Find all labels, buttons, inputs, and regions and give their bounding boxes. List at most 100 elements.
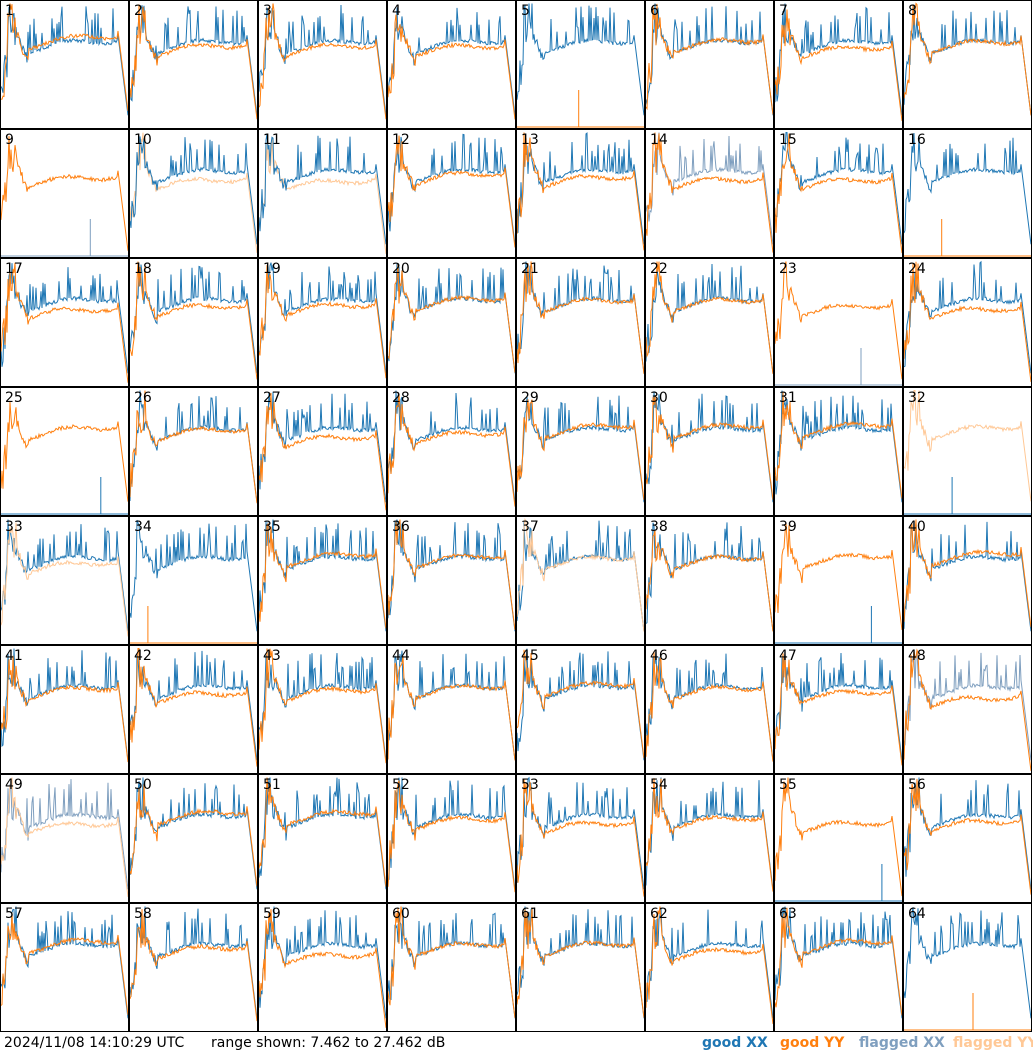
xx-trace — [904, 521, 1031, 632]
xx-trace — [646, 522, 773, 632]
xx-trace — [517, 906, 644, 1019]
xx-trace — [130, 136, 257, 245]
spectrum-panel: 38 — [645, 516, 774, 645]
yy-trace — [130, 4, 257, 120]
spectrum-plot — [1, 3, 128, 116]
panel-number-label: 13 — [521, 132, 539, 148]
spectrum-panel: 64 — [903, 903, 1032, 1032]
panel-number-label: 26 — [134, 390, 152, 406]
xx-trace — [904, 260, 1031, 374]
panel-number-label: 28 — [392, 390, 410, 406]
spectrum-plot — [388, 390, 515, 507]
panel-number-label: 53 — [521, 777, 539, 793]
panel-number-label: 8 — [908, 3, 917, 19]
spectrum-plot — [130, 390, 257, 504]
spectrum-panel: 43 — [258, 645, 387, 774]
panel-number-label: 46 — [650, 648, 668, 664]
yy-trace — [904, 648, 1031, 771]
yy-trace — [388, 780, 515, 893]
panel-number-label: 33 — [5, 519, 23, 535]
yy-trace — [904, 390, 1031, 502]
xx-trace — [775, 864, 902, 902]
spectrum-panel: 8 — [903, 0, 1032, 129]
panel-number-label: 14 — [650, 132, 668, 148]
xx-trace — [130, 264, 257, 374]
spectrum-panel: 52 — [387, 774, 516, 903]
yy-trace — [130, 648, 257, 767]
xx-trace — [1, 219, 128, 257]
spectrum-plot — [1, 906, 128, 1019]
panel-number-label: 22 — [650, 261, 668, 277]
spectrum-plot — [904, 390, 1031, 515]
yy-trace — [517, 261, 644, 374]
panel-number-label: 64 — [908, 906, 926, 922]
spectrum-panel: 4 — [387, 0, 516, 129]
yy-trace — [775, 777, 902, 897]
panel-number-label: 61 — [521, 906, 539, 922]
yy-trace — [775, 522, 902, 631]
xx-trace — [646, 650, 773, 761]
yy-trace — [130, 390, 257, 504]
xx-trace — [1, 477, 128, 515]
spectrum-plot — [646, 391, 773, 503]
panel-number-label: 45 — [521, 648, 539, 664]
spectrum-plot — [130, 132, 257, 253]
xx-trace — [904, 907, 1031, 1019]
spectrum-panel: 29 — [516, 387, 645, 516]
yy-trace — [904, 219, 1031, 257]
yy-trace — [130, 783, 257, 887]
panel-number-label: 9 — [5, 132, 14, 148]
spectrum-panel: 49 — [0, 774, 129, 903]
spectrum-panel: 11 — [258, 129, 387, 258]
spectrum-panel: 1 — [0, 0, 129, 129]
yy-trace — [904, 519, 1031, 628]
spectrum-panel: 34 — [129, 516, 258, 645]
panel-number-label: 60 — [392, 906, 410, 922]
yy-trace — [388, 906, 515, 1019]
xx-trace — [259, 653, 386, 761]
spectrum-plot — [259, 133, 386, 254]
panel-number-label: 32 — [908, 390, 926, 406]
spectrum-plot — [646, 777, 773, 892]
xx-trace — [130, 519, 257, 632]
spectrum-plot — [517, 776, 644, 897]
spectrum-panel: 23 — [774, 258, 903, 387]
spectrum-plot — [646, 261, 773, 374]
panel-number-label: 56 — [908, 777, 926, 793]
yy-trace — [646, 778, 773, 892]
yy-trace — [130, 261, 257, 380]
panel-number-label: 7 — [779, 3, 788, 19]
panel-number-label: 43 — [263, 648, 281, 664]
spectrum-panel: 59 — [258, 903, 387, 1032]
yy-trace — [904, 2, 1031, 116]
yy-trace — [904, 778, 1031, 895]
xx-trace — [904, 477, 1031, 515]
spectrum-plot — [904, 519, 1031, 632]
yy-trace — [1, 522, 128, 637]
spectrum-plot — [259, 3, 386, 120]
spectrum-plot — [904, 260, 1031, 382]
yy-trace — [646, 261, 773, 374]
spectrum-panel: 26 — [129, 387, 258, 516]
legend-flagged-xx: flagged XX — [859, 1035, 945, 1051]
spectrum-plot — [1, 136, 128, 257]
panel-number-label: 21 — [521, 261, 539, 277]
xx-trace — [517, 520, 644, 632]
yy-trace — [775, 261, 902, 380]
panel-number-label: 12 — [392, 132, 410, 148]
xx-trace — [259, 519, 386, 632]
xx-trace — [388, 519, 515, 632]
spectrum-panel: 27 — [258, 387, 387, 516]
yy-trace — [517, 907, 644, 1018]
xx-trace — [646, 3, 773, 116]
xx-trace — [259, 4, 386, 116]
yy-trace — [130, 606, 257, 644]
legend-flagged-yy: flagged YY — [953, 1035, 1033, 1051]
spectrum-panel: 19 — [258, 258, 387, 387]
spectrum-panel: 13 — [516, 129, 645, 258]
spectrum-panel: 9 — [0, 129, 129, 258]
xx-trace — [904, 777, 1031, 890]
spectrum-panel: 56 — [903, 774, 1032, 903]
xx-trace — [646, 263, 773, 374]
spectrum-plot — [388, 133, 515, 248]
